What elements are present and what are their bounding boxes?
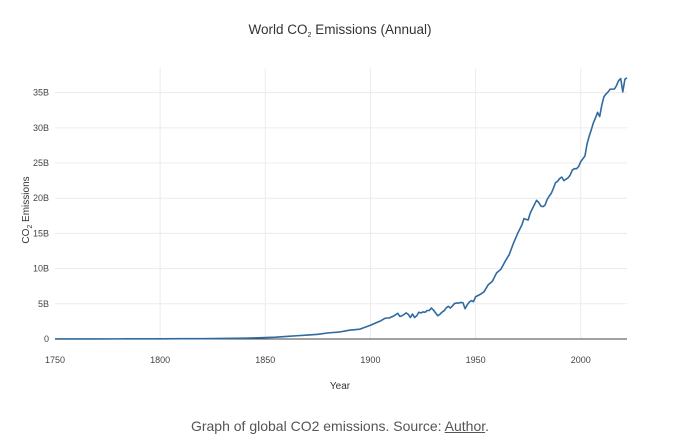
x-axis-label: Year <box>330 381 351 392</box>
x-tick-label: 2000 <box>571 355 591 365</box>
y-tick-label: 20B <box>33 193 49 203</box>
x-tick-labels: 1750 1800 1850 1900 1950 2000 <box>45 355 591 365</box>
y-axis-label: CO2 Emissions <box>21 176 34 243</box>
chart-svg: World CO2 Emissions (Annual) 05B10B15B20… <box>21 22 628 392</box>
x-tick-label: 1900 <box>360 355 380 365</box>
y-tick-label: 0 <box>44 334 49 344</box>
y-tick-label: 30B <box>33 123 49 133</box>
y-axis-label-suffix: Emissions <box>21 176 32 224</box>
x-tick-label: 1950 <box>466 355 486 365</box>
x-tick-label: 1800 <box>150 355 170 365</box>
chart-title-prefix: World CO <box>249 22 308 37</box>
caption-end: . <box>485 418 490 434</box>
series-line-co2-emissions <box>54 77 628 340</box>
y-axis-label-prefix: CO <box>21 228 32 243</box>
y-tick-labels: 0 5B 10B 15B 20B 25B 30B 35B <box>33 88 49 344</box>
chart-title: World CO2 Emissions (Annual) <box>249 22 432 39</box>
y-gridlines <box>55 92 627 305</box>
figure-caption: Graph of global CO2 emissions. Source: A… <box>0 418 680 434</box>
y-tick-label: 10B <box>33 264 49 274</box>
caption-text: Graph of global CO2 emissions. Source: <box>190 418 445 434</box>
x-gridlines <box>159 68 582 339</box>
y-tick-label: 15B <box>33 228 49 238</box>
chart: World CO2 Emissions (Annual) 0 5B 10B 15B 20… <box>21 22 628 392</box>
y-axis-label-subscript: 2 <box>27 225 34 229</box>
y-tick-label: 25B <box>33 158 49 168</box>
y-tick-label: 35B <box>33 88 49 98</box>
y-tick-label: 5B <box>38 299 49 309</box>
chart-title-suffix: Emissions (Annual) <box>311 22 431 37</box>
caption-source-link[interactable]: Author <box>444 418 486 434</box>
x-tick-label: 1850 <box>255 355 275 365</box>
x-tick-label: 1750 <box>45 355 65 365</box>
chart-title-subscript: 2 <box>308 32 312 39</box>
